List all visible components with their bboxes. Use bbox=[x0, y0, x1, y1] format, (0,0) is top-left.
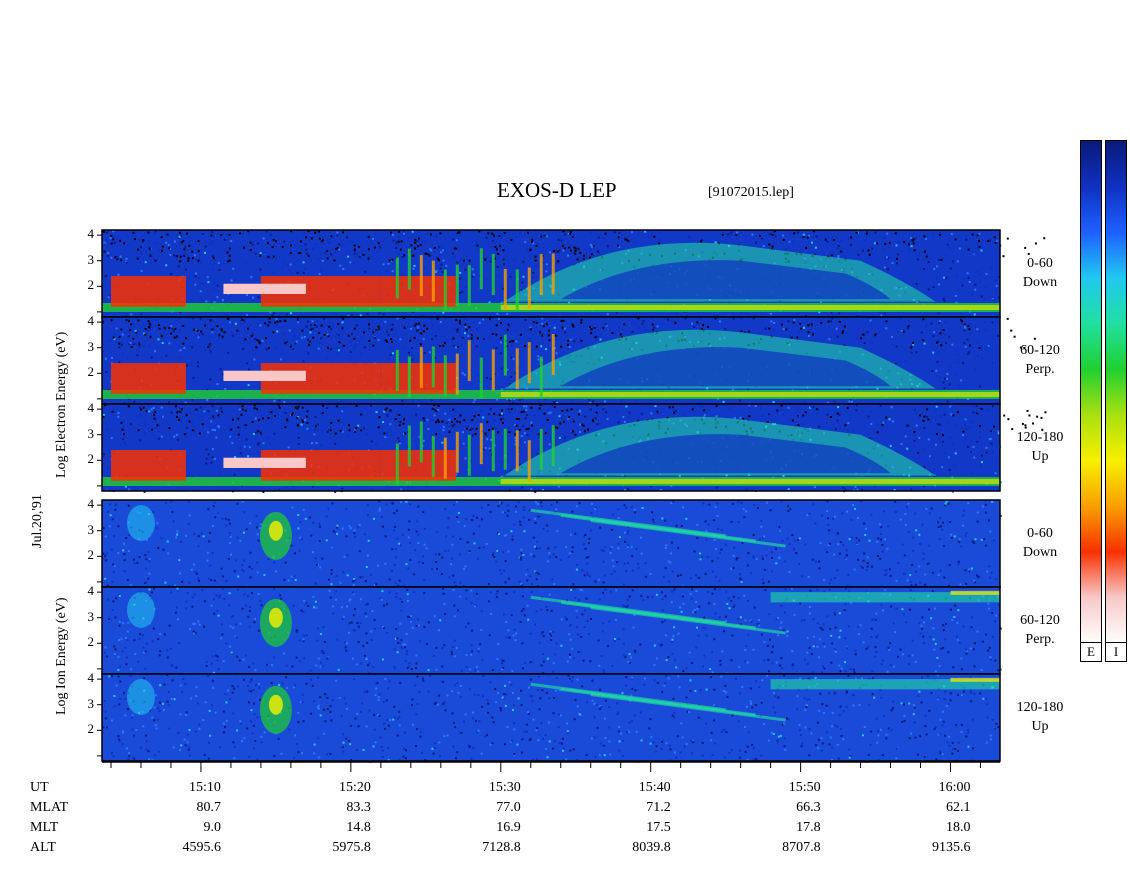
panel-label-top: 120-180 bbox=[1016, 430, 1064, 445]
panel-label: 0-60 Down bbox=[1000, 524, 1080, 562]
electron-colorbar bbox=[1080, 140, 1102, 644]
footer-value: 7128.8 bbox=[482, 840, 521, 855]
file-label: [91072015.lep] bbox=[708, 185, 794, 200]
footer-value: 18.0 bbox=[946, 820, 971, 835]
y-tick-label: 2 bbox=[87, 364, 95, 380]
panel-label: 60-120 Perp. bbox=[1000, 611, 1080, 649]
panel-border bbox=[101, 403, 1001, 492]
ion-beam bbox=[770, 679, 1000, 690]
intense-patch bbox=[380, 276, 456, 307]
footer-row-name: MLAT bbox=[30, 800, 69, 815]
ion-beam bbox=[770, 592, 1000, 603]
panel-label: 120-180 Up bbox=[1000, 698, 1080, 736]
panel-4 bbox=[97, 499, 1002, 589]
panel-6 bbox=[97, 673, 1001, 763]
panel-background bbox=[102, 500, 1000, 587]
footer-value: 15:50 bbox=[788, 780, 821, 795]
footer-value: 62.1 bbox=[946, 800, 971, 815]
y-tick-label: 2 bbox=[87, 634, 95, 650]
footer-row-name: UT bbox=[30, 780, 49, 795]
footer-row-name: MLT bbox=[30, 820, 59, 835]
intense-patch bbox=[110, 450, 186, 481]
footer-value: 66.3 bbox=[796, 800, 821, 815]
footer-value: 77.0 bbox=[496, 800, 521, 815]
y-tick-label: 2 bbox=[87, 451, 95, 467]
panel-3 bbox=[97, 403, 1047, 493]
intense-patch bbox=[380, 363, 456, 394]
footer-value: 15:10 bbox=[189, 780, 221, 795]
intense-patch bbox=[110, 276, 186, 307]
y-tick-label: 4 bbox=[87, 313, 95, 329]
panel-label-bottom: Down bbox=[1022, 545, 1058, 560]
panel-label-top: 60-120 bbox=[1020, 613, 1060, 628]
y-tick-label: 3 bbox=[87, 338, 95, 354]
footer-value: 17.8 bbox=[796, 820, 821, 835]
panel-label-bottom: Up bbox=[1031, 449, 1049, 464]
panel-label-bottom: Perp. bbox=[1025, 632, 1055, 647]
y-tick-label: 2 bbox=[87, 547, 95, 563]
panel-border bbox=[101, 673, 1001, 762]
footer-value: 83.3 bbox=[346, 800, 371, 815]
chart-title: EXOS-D LEP bbox=[497, 178, 617, 202]
y-tick-label: 4 bbox=[87, 496, 95, 512]
dispersion-streak bbox=[590, 605, 786, 635]
panel-label-top: 0-60 bbox=[1027, 256, 1053, 271]
footer-value: 80.7 bbox=[196, 800, 221, 815]
footer-value: 8707.8 bbox=[782, 840, 821, 855]
footer-value: 17.5 bbox=[646, 820, 671, 835]
panel-label-top: 60-120 bbox=[1020, 343, 1060, 358]
y-tick-label: 4 bbox=[87, 400, 95, 416]
y-tick-label: 2 bbox=[87, 721, 95, 737]
footer-value: 15:30 bbox=[488, 780, 521, 795]
y-tick-label: 3 bbox=[87, 695, 95, 711]
electron-colorbar-label: E bbox=[1080, 642, 1102, 662]
footer-value: 71.2 bbox=[646, 800, 671, 815]
y-tick-label: 3 bbox=[87, 521, 95, 537]
panel-label-top: 0-60 bbox=[1027, 526, 1053, 541]
panel-label-bottom: Down bbox=[1022, 275, 1058, 290]
y-tick-label: 3 bbox=[87, 608, 95, 624]
panel-label-bottom: Up bbox=[1031, 719, 1049, 734]
y-tick-label: 4 bbox=[87, 670, 95, 686]
dispersion-streak bbox=[590, 692, 786, 722]
footer-value: 4595.6 bbox=[182, 840, 221, 855]
footer-value: 15:40 bbox=[638, 780, 671, 795]
footer-value: 9135.6 bbox=[932, 840, 971, 855]
panel-2 bbox=[97, 316, 1036, 406]
panel-1 bbox=[97, 229, 1046, 319]
footer-value: 5975.8 bbox=[332, 840, 371, 855]
panel-label-bottom: Perp. bbox=[1025, 362, 1055, 377]
panel-label-top: 120-180 bbox=[1016, 700, 1064, 715]
y-tick-label: 4 bbox=[87, 226, 95, 242]
footer-value: 8039.8 bbox=[632, 840, 671, 855]
dispersion-streak bbox=[590, 518, 786, 548]
panel-label: 60-120 Perp. bbox=[1000, 341, 1080, 379]
panel-label: 120-180 Up bbox=[1000, 428, 1080, 466]
panel-5 bbox=[97, 586, 1002, 676]
ion-colorbar-label: I bbox=[1105, 642, 1127, 662]
y-tick-label: 2 bbox=[87, 277, 95, 293]
ion-colorbar bbox=[1105, 140, 1127, 644]
footer-row-name: ALT bbox=[30, 840, 56, 855]
footer-value: 16.9 bbox=[496, 820, 521, 835]
panel-label: 0-60 Down bbox=[1000, 254, 1080, 292]
footer-value: 14.8 bbox=[346, 820, 371, 835]
footer-value: 15:20 bbox=[338, 780, 371, 795]
intense-patch bbox=[380, 450, 456, 481]
y-tick-label: 3 bbox=[87, 425, 95, 441]
footer-value: 16:00 bbox=[938, 780, 971, 795]
y-tick-label: 3 bbox=[87, 251, 95, 267]
footer-value: 9.0 bbox=[203, 820, 221, 835]
y-tick-label: 4 bbox=[87, 583, 95, 599]
intense-patch bbox=[110, 363, 186, 394]
